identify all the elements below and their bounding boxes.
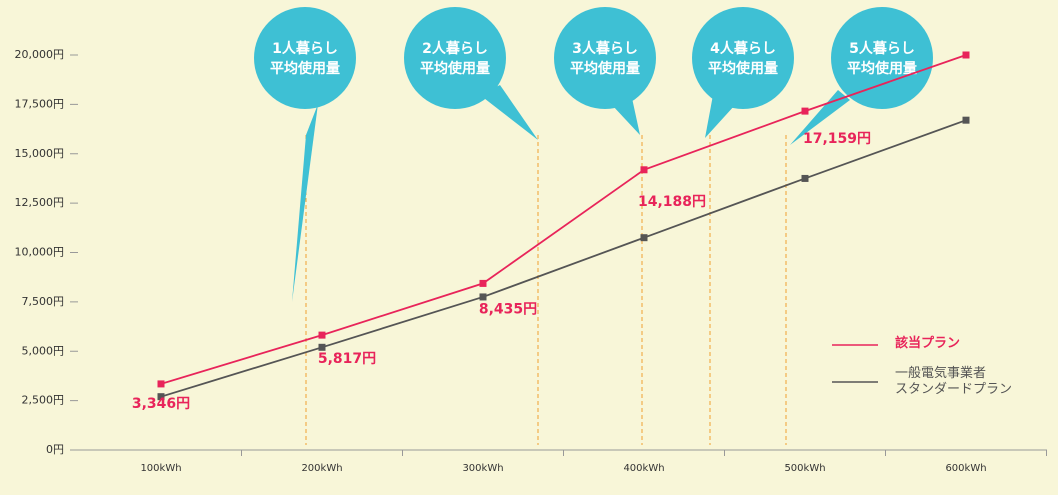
series-line bbox=[160, 54, 967, 385]
y-tick-label: 15,000円 bbox=[15, 147, 65, 160]
x-tick-label: 500kWh bbox=[784, 463, 825, 474]
bubble-text: 平均使用量 bbox=[270, 60, 340, 77]
point bbox=[801, 107, 809, 115]
point bbox=[318, 343, 326, 351]
bubble-text: 4人暮らし bbox=[710, 40, 776, 57]
x-tick-label: 400kWh bbox=[623, 463, 664, 474]
point bbox=[157, 393, 165, 401]
point bbox=[318, 331, 326, 339]
data-label: 8,435円 bbox=[479, 301, 537, 317]
bubble-text: 5人暮らし bbox=[849, 40, 915, 57]
point bbox=[801, 174, 809, 182]
y-tick-label: 2,500円 bbox=[22, 394, 65, 407]
bubble-tail bbox=[480, 85, 538, 140]
series-line bbox=[160, 119, 967, 398]
x-tick-label: 200kWh bbox=[301, 463, 342, 474]
point bbox=[479, 279, 487, 287]
y-tick-label: 10,000円 bbox=[15, 246, 65, 259]
point bbox=[962, 51, 970, 59]
bubble bbox=[831, 7, 933, 109]
y-tick-label: 17,500円 bbox=[15, 97, 65, 110]
bubble-text: 2人暮らし bbox=[422, 40, 488, 57]
bubble-text: 平均使用量 bbox=[570, 60, 640, 77]
bubble bbox=[404, 7, 506, 109]
bubble bbox=[554, 7, 656, 109]
y-tick-label: 12,500円 bbox=[15, 196, 65, 209]
point bbox=[479, 293, 487, 301]
bubble-tail bbox=[612, 98, 640, 135]
point bbox=[157, 380, 165, 388]
point bbox=[640, 234, 648, 242]
data-label: 3,346円 bbox=[132, 396, 190, 412]
bubble-tail bbox=[292, 104, 318, 302]
bubble-text: 平均使用量 bbox=[847, 60, 917, 77]
data-label: 5,817円 bbox=[318, 351, 376, 367]
x-tick-label: 100kWh bbox=[140, 463, 181, 474]
bubble bbox=[692, 7, 794, 109]
x-tick-label: 600kWh bbox=[945, 463, 986, 474]
data-label: 17,159円 bbox=[803, 131, 871, 147]
y-tick-label: 7,500円 bbox=[22, 295, 65, 308]
data-label: 14,188円 bbox=[638, 194, 706, 210]
x-tick-label: 300kWh bbox=[462, 463, 503, 474]
point bbox=[640, 166, 648, 174]
point bbox=[962, 116, 970, 124]
y-tick-label: 0円 bbox=[46, 443, 64, 456]
y-tick-label: 5,000円 bbox=[22, 344, 65, 357]
legend-label: 一般電気事業者 スタンダードプラン bbox=[895, 366, 1013, 397]
legend-label: 該当プラン bbox=[895, 336, 961, 351]
bubble bbox=[254, 7, 356, 109]
bubble-tail bbox=[790, 90, 850, 145]
y-tick-label: 20,000円 bbox=[15, 48, 65, 61]
bubble-text: 3人暮らし bbox=[572, 40, 638, 57]
bubble-text: 平均使用量 bbox=[420, 60, 490, 77]
bubble-text: 平均使用量 bbox=[708, 60, 778, 77]
bubble-text: 1人暮らし bbox=[272, 40, 338, 57]
